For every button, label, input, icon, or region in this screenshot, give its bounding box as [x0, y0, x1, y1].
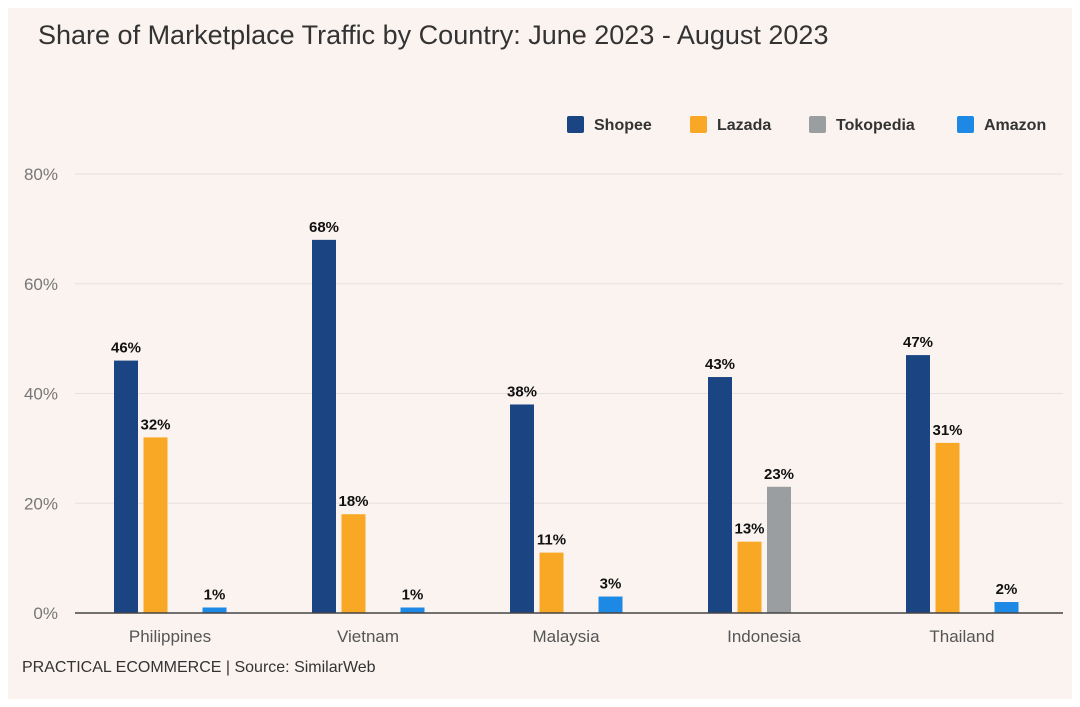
chart-source: PRACTICAL ECOMMERCE | Source: SimilarWeb — [22, 659, 376, 676]
x-tick-label: Indonesia — [727, 627, 801, 646]
legend-label-shopee: Shopee — [594, 117, 652, 134]
data-label: 11% — [537, 532, 566, 549]
chart-title: Share of Marketplace Traffic by Country:… — [38, 20, 829, 50]
legend-swatch-shopee — [567, 116, 584, 133]
bar-shopee-thailand — [906, 355, 930, 613]
y-axis: 0% 20% 40% 60% 80% — [24, 165, 58, 623]
data-label: 13% — [734, 521, 764, 538]
y-tick-label: 40% — [24, 385, 58, 404]
bar-lazada-thailand — [935, 442, 960, 613]
bar-shopee-indonesia — [708, 377, 732, 613]
legend-label-amazon: Amazon — [984, 117, 1046, 134]
legend-swatch-lazada — [690, 116, 707, 133]
data-label: 47% — [903, 334, 933, 351]
bar-amazon-philippines — [202, 607, 227, 613]
y-tick-label: 0% — [33, 604, 58, 623]
y-tick-label: 80% — [24, 165, 58, 184]
x-tick-label: Philippines — [129, 627, 211, 646]
bar-shopee-malaysia — [510, 404, 534, 613]
legend-swatch-amazon — [957, 116, 974, 133]
bar-lazada-vietnam — [341, 514, 366, 613]
bars: 46% 32% 1% 68% 18% 1% 38% 11% 3% 43% 13% 23% 47% 31% 2… — [111, 219, 1019, 613]
x-axis: Philippines Vietnam Malaysia Indonesia Thail… — [75, 612, 1063, 646]
legend-label-tokopedia: Tokopedia — [836, 117, 915, 134]
bar-amazon-malaysia — [598, 596, 623, 613]
bar-amazon-vietnam — [400, 607, 425, 613]
data-label: 38% — [507, 383, 537, 400]
bar-amazon-thailand — [994, 602, 1019, 613]
data-label: 32% — [140, 416, 170, 433]
bar-lazada-philippines — [143, 437, 168, 613]
legend: Shopee Lazada Tokopedia Amazon — [567, 116, 1046, 134]
data-label: 43% — [705, 356, 735, 373]
bar-shopee-vietnam — [312, 239, 336, 613]
data-label: 31% — [932, 422, 962, 439]
bar-lazada-malaysia — [539, 552, 564, 613]
data-label: 46% — [111, 340, 141, 357]
data-label: 3% — [600, 576, 622, 593]
bar-tokopedia-indonesia — [767, 486, 791, 613]
x-tick-label: Malaysia — [532, 627, 600, 646]
bar-lazada-indonesia — [737, 541, 762, 613]
x-tick-label: Vietnam — [337, 627, 399, 646]
data-label: 23% — [764, 466, 794, 483]
y-tick-label: 20% — [24, 494, 58, 513]
data-label: 1% — [402, 587, 424, 604]
data-label: 68% — [309, 219, 339, 236]
y-tick-label: 60% — [24, 275, 58, 294]
gridlines — [75, 173, 1063, 504]
data-label: 1% — [204, 587, 226, 604]
legend-label-lazada: Lazada — [717, 117, 771, 134]
bar-shopee-philippines — [114, 360, 138, 613]
data-label: 18% — [338, 493, 368, 510]
x-tick-label: Thailand — [929, 627, 994, 646]
data-label: 2% — [996, 581, 1018, 598]
legend-swatch-tokopedia — [809, 116, 826, 133]
